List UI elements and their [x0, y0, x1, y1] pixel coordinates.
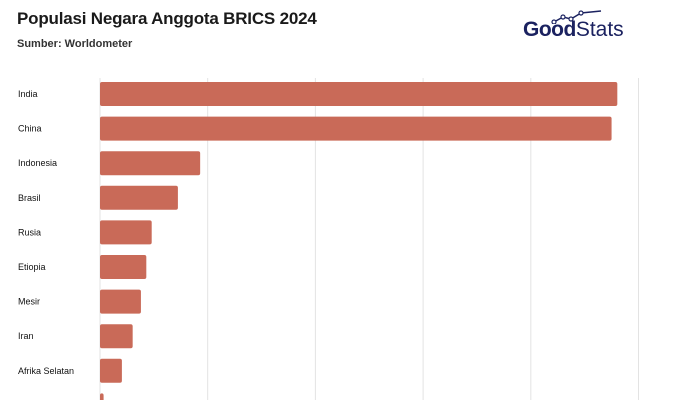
chart-title: Populasi Negara Anggota BRICS 2024 [17, 9, 317, 28]
logo-line-icon [551, 10, 602, 24]
logo-good: Good [523, 18, 576, 41]
bar-brasil [100, 185, 178, 210]
category-label: Mesir [18, 297, 40, 307]
bar-china [100, 116, 612, 141]
bar-uni-emirat-arab [100, 393, 104, 400]
chart-source: Sumber: Worldometer [17, 38, 133, 50]
category-label: Etiopia [18, 262, 46, 272]
bar-rusia [100, 220, 152, 245]
category-label: Rusia [18, 227, 41, 237]
bar-indonesia [100, 151, 201, 176]
bar-etiopia [100, 255, 147, 279]
category-label: China [18, 124, 42, 134]
category-label: Brasil [18, 193, 41, 203]
goodstats-logo: GoodStats [523, 10, 624, 42]
bar-mesir [100, 289, 141, 314]
bar-india [100, 82, 618, 106]
category-label: Afrika Selatan [18, 366, 74, 376]
category-label: Indonesia [18, 158, 57, 168]
category-label: India [18, 89, 38, 99]
bar-afrika-selatan [100, 358, 122, 383]
category-label: Iran [18, 331, 34, 341]
bar-iran [100, 324, 133, 349]
logo-stats: Stats [575, 18, 624, 41]
